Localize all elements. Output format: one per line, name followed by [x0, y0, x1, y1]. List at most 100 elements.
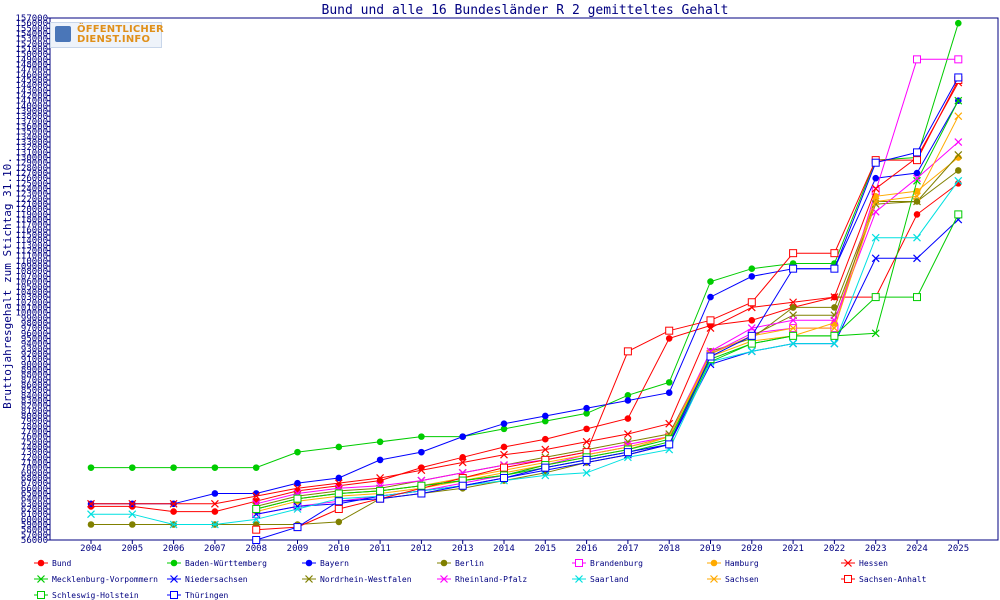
- y-tick-label: 110000: [15, 257, 48, 267]
- marker-stroke: [871, 197, 880, 206]
- marker-stroke: [954, 138, 963, 146]
- marker-stroke: [954, 112, 963, 121]
- marker-stroke: [871, 184, 880, 193]
- y-tick-label: 102000: [15, 298, 48, 308]
- data-point: [913, 293, 921, 302]
- data-point: [500, 443, 508, 451]
- legend-label: Saarland: [590, 575, 629, 584]
- data-point: [913, 176, 921, 185]
- marker-stroke: [293, 502, 302, 511]
- data-point: [707, 278, 714, 285]
- plot-area: [49, 17, 999, 541]
- data-point: [376, 456, 384, 464]
- x-tick-label: 2016: [576, 544, 598, 554]
- data-point: [747, 339, 756, 348]
- legend-item: Berlin: [437, 559, 484, 568]
- data-point: [376, 474, 385, 482]
- legend-swatch-marker: [710, 559, 718, 567]
- data-point: [748, 317, 756, 324]
- legend-item: Schleswig-Holstein: [34, 591, 139, 600]
- y-tick-label: 100000: [15, 309, 48, 319]
- marker-stroke: [913, 192, 921, 201]
- y-tick-label: 57000: [21, 531, 48, 541]
- series-9: [252, 215, 963, 519]
- data-point: [665, 326, 674, 335]
- series-line: [91, 23, 959, 469]
- x-tick-label: 2020: [741, 544, 763, 554]
- x-tick-label: 2007: [204, 544, 226, 554]
- y-tick-label: 130000: [15, 154, 48, 164]
- y-tick-label: 58000: [21, 526, 48, 536]
- data-point: [169, 520, 178, 529]
- y-tick-label: 145000: [15, 76, 48, 86]
- data-point: [954, 112, 963, 121]
- legend-label: Bund: [52, 559, 71, 568]
- data-point: [129, 464, 136, 471]
- data-point: [417, 481, 426, 490]
- series-line: [256, 214, 959, 510]
- data-point: [252, 504, 261, 513]
- y-tick-label: 76000: [21, 433, 48, 443]
- x-tick-label: 2017: [617, 544, 639, 554]
- y-tick-label: 85000: [21, 386, 48, 396]
- y-tick-label: 121000: [15, 200, 48, 210]
- data-point: [211, 464, 219, 471]
- marker-stroke: [440, 575, 448, 583]
- legend-label: Sachsen: [725, 575, 759, 584]
- y-tick-label: 63000: [21, 500, 48, 510]
- y-tick-label: 101000: [15, 303, 48, 313]
- marker-stroke: [871, 207, 880, 216]
- series-3: [87, 97, 962, 508]
- y-tick-label: 148000: [15, 61, 48, 71]
- data-point: [418, 448, 425, 456]
- y-tick-label: 70000: [21, 464, 48, 474]
- marker-stroke: [871, 200, 880, 208]
- marker-stroke: [747, 324, 756, 333]
- series-16: [252, 73, 963, 544]
- y-tick-label: 149000: [15, 55, 48, 65]
- legend-swatch-marker: [844, 575, 852, 583]
- series-line: [91, 170, 959, 525]
- data-point: [87, 499, 95, 508]
- data-point: [830, 293, 839, 302]
- marker-stroke: [169, 499, 178, 508]
- data-point: [252, 536, 261, 544]
- y-tick-label: 109000: [15, 262, 48, 272]
- data-point: [871, 233, 880, 242]
- data-point: [789, 324, 798, 333]
- y-tick-label: 62000: [21, 505, 48, 515]
- data-point: [623, 448, 632, 457]
- data-point: [830, 264, 839, 273]
- legend-label: Schleswig-Holstein: [52, 591, 139, 600]
- data-point: [624, 415, 632, 422]
- y-tick-label: 72000: [21, 453, 48, 463]
- x-tick-label: 2004: [80, 544, 102, 554]
- y-tick-label: 147000: [15, 66, 48, 76]
- y-tick-label: 134000: [15, 133, 48, 143]
- marker-stroke: [582, 437, 591, 446]
- data-point: [871, 158, 880, 167]
- legend-item: Nordrhein-Westfalen: [302, 575, 412, 584]
- series-line: [256, 141, 959, 505]
- data-point: [871, 197, 880, 206]
- marker-stroke: [954, 151, 963, 159]
- marker-stroke: [293, 505, 302, 513]
- y-tick-label: 112000: [15, 247, 48, 257]
- legend-swatch-marker: [37, 591, 45, 599]
- logo-mark-icon: [55, 26, 71, 42]
- marker-stroke: [210, 499, 219, 508]
- legend-item: Rheinland-Pfalz: [437, 575, 527, 584]
- marker-stroke: [830, 316, 839, 325]
- y-tick-label: 137000: [15, 117, 48, 127]
- x-tick-label: 2025: [947, 544, 969, 554]
- x-tick-label: 2022: [824, 544, 846, 554]
- y-tick-label: 123000: [15, 190, 48, 200]
- y-tick-label: 127000: [15, 169, 48, 179]
- y-tick-label: 143000: [15, 86, 48, 96]
- y-axis-ticks: 5600057000580005900060000610006200063000…: [15, 14, 50, 546]
- data-point: [913, 156, 921, 165]
- y-tick-label: 118000: [15, 216, 48, 226]
- data-point: [789, 298, 798, 307]
- legend-swatch-marker: [37, 559, 45, 567]
- legend-swatch-marker: [170, 575, 178, 583]
